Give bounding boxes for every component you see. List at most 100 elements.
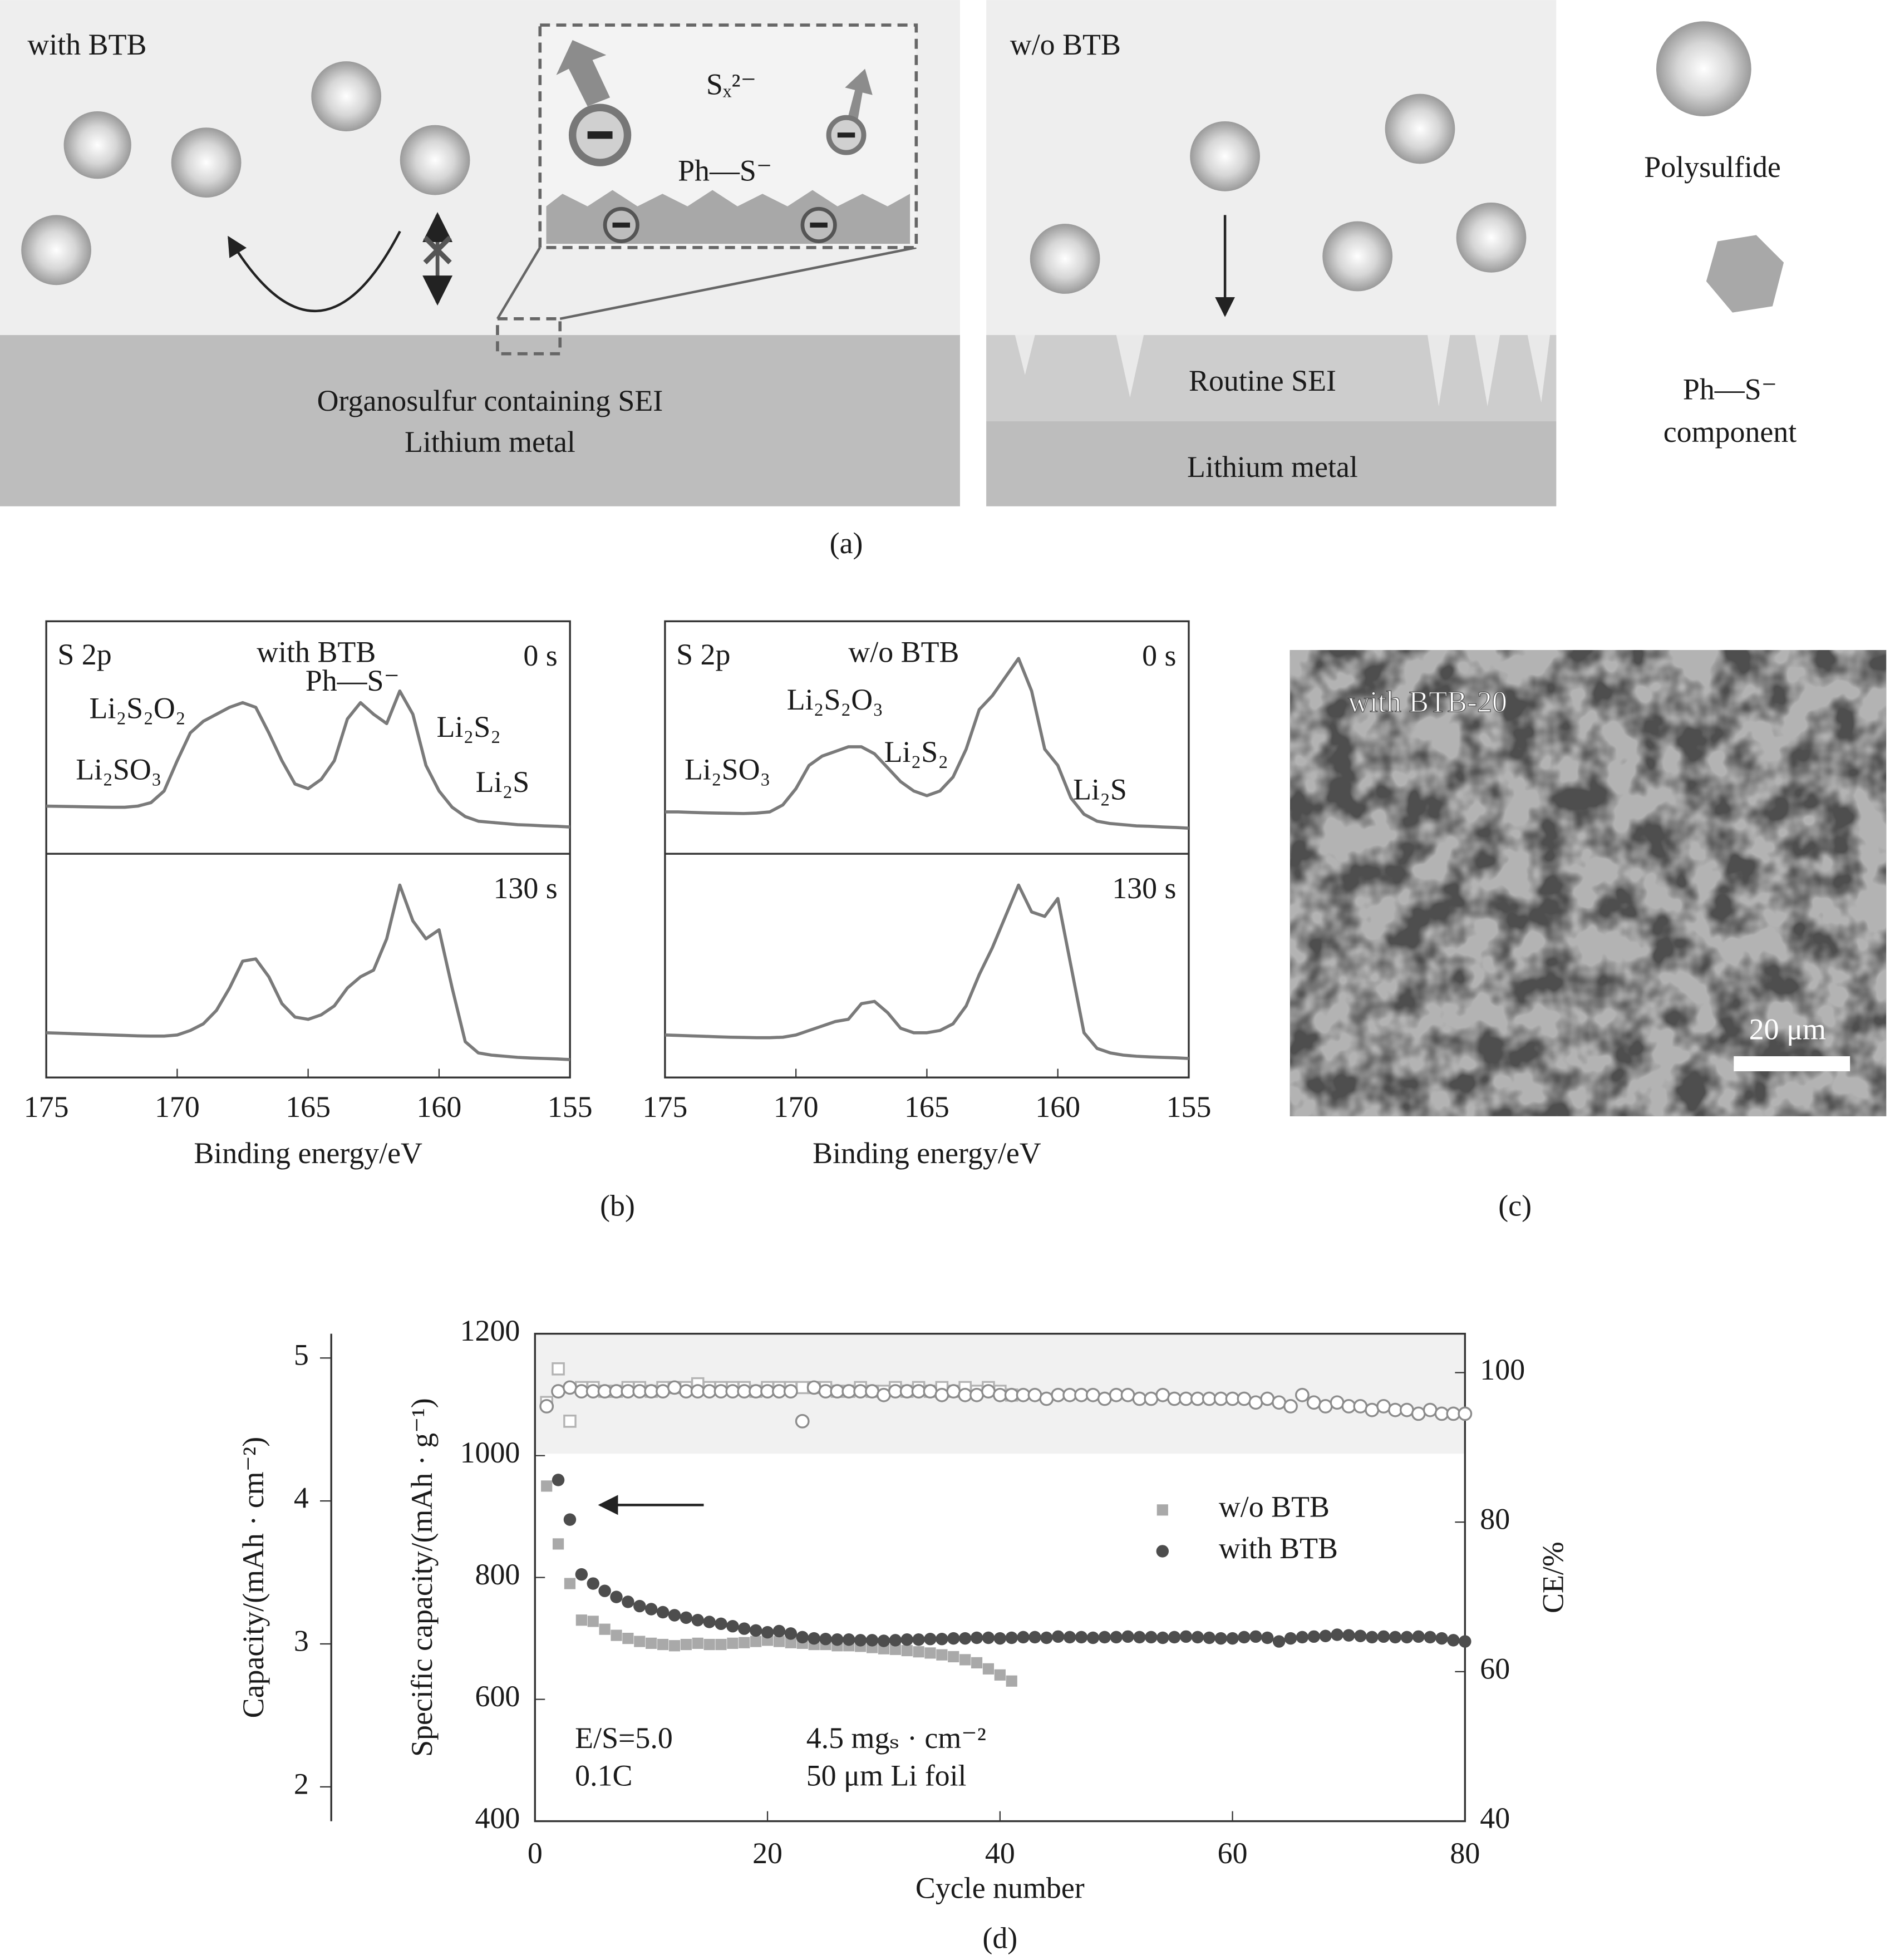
data-point: [597, 1384, 612, 1398]
y-axis-label: Specific capacity/(mAh · g⁻¹): [405, 1398, 439, 1757]
spectrum-label: S 2p: [676, 638, 730, 671]
annotation: 50 μm Li foil: [806, 1759, 967, 1792]
series-label: 130 s: [1112, 871, 1176, 905]
data-point: [773, 1636, 785, 1647]
peak-label: Li₂S₂: [884, 735, 948, 769]
data-point: [1446, 1406, 1461, 1421]
y2-axis-label: CE/%: [1537, 1542, 1570, 1613]
data-point: [539, 1399, 554, 1414]
data-point: [785, 1637, 796, 1648]
data-point: [691, 1614, 704, 1627]
y3-tick-label: 5: [294, 1338, 309, 1372]
data-point: [853, 1384, 868, 1398]
data-point: [971, 1657, 983, 1669]
data-point: [969, 1387, 984, 1402]
data-point: [865, 1384, 879, 1398]
data-point: [1098, 1631, 1111, 1644]
data-point: [563, 1513, 577, 1526]
data-point: [1331, 1628, 1343, 1641]
metal-label: Lithium metal: [405, 425, 575, 459]
peak-label: Li₂S₂O₂: [89, 691, 185, 725]
spectrum-line: [46, 689, 570, 829]
data-point: [912, 1633, 925, 1646]
x-axis-label: Cycle number: [916, 1872, 1085, 1905]
metal-label: Lithium metal: [1187, 450, 1358, 484]
data-point: [564, 1578, 576, 1589]
x-tick-label: 175: [24, 1090, 69, 1124]
data-point: [958, 1387, 973, 1402]
x-tick-label: 155: [1167, 1090, 1212, 1124]
data-point: [946, 1384, 961, 1398]
peak-label: Ph—S⁻: [306, 664, 400, 697]
x-tick-label: 40: [985, 1836, 1015, 1870]
data-point: [1248, 1395, 1263, 1410]
data-point: [657, 1638, 669, 1651]
data-point: [678, 1384, 693, 1398]
data-point: [1191, 1631, 1204, 1644]
data-point: [1283, 1399, 1298, 1414]
peak-label: Li₂S: [1073, 772, 1127, 806]
data-point: [575, 1568, 588, 1581]
data-point: [1052, 1630, 1065, 1643]
data-point: [772, 1384, 786, 1398]
data-point: [715, 1617, 727, 1631]
data-point: [1121, 1630, 1134, 1643]
data-point: [1016, 1387, 1031, 1402]
data-point: [644, 1603, 658, 1616]
data-point: [599, 1623, 611, 1635]
data-point: [1202, 1391, 1217, 1406]
series-label: 130 s: [493, 871, 557, 905]
data-point: [680, 1638, 692, 1651]
data-point: [713, 1384, 729, 1398]
data-point: [796, 1631, 809, 1644]
data-point: [725, 1384, 740, 1398]
data-point: [726, 1619, 739, 1633]
surface-label: Ph—S⁻: [678, 154, 772, 188]
data-point: [1458, 1406, 1473, 1421]
chart-title: w/o BTB: [848, 635, 959, 668]
data-point: [1459, 1635, 1471, 1648]
data-point: [982, 1631, 995, 1644]
y-tick-label: 800: [475, 1558, 520, 1591]
data-point: [1051, 1387, 1066, 1402]
data-point: [831, 1633, 844, 1646]
data-point: [1353, 1399, 1368, 1414]
data-point: [924, 1632, 937, 1646]
data-point: [1063, 1631, 1076, 1644]
x-tick-label: 170: [155, 1090, 200, 1124]
data-point: [1435, 1632, 1448, 1645]
data-point: [1261, 1631, 1274, 1644]
legend-marker: [1156, 1545, 1169, 1558]
data-point: [888, 1384, 903, 1398]
data-point: [1307, 1630, 1321, 1643]
x-tick-label: 175: [642, 1090, 687, 1124]
data-point: [1005, 1631, 1018, 1644]
data-point: [934, 1387, 949, 1402]
label-wo-btb: w/o BTB: [1010, 28, 1121, 61]
data-point: [1132, 1391, 1147, 1406]
data-point: [761, 1626, 774, 1639]
data-point: [1145, 1631, 1158, 1644]
panel-c: with BTB-20 20 μm (c): [1289, 650, 1887, 1222]
y-tick-label: 1000: [460, 1436, 520, 1469]
data-point: [783, 1384, 798, 1398]
data-point: [598, 1584, 611, 1597]
scale-bar: [1734, 1056, 1850, 1071]
data-point: [1110, 1631, 1123, 1644]
x-tick-label: 165: [904, 1090, 949, 1124]
data-point: [784, 1627, 798, 1640]
series-label: 0 s: [1142, 639, 1176, 672]
data-point: [1225, 1391, 1240, 1406]
data-point: [646, 1637, 657, 1649]
data-point: [749, 1384, 764, 1398]
spectrum-label: S 2p: [57, 638, 111, 671]
annotation: 4.5 mgₛ · cm⁻²: [806, 1721, 986, 1755]
panel-a: with BTB Sₓ²⁻ Ph—S⁻ Organosulfur contain…: [0, 0, 1797, 560]
sei-left: [0, 335, 960, 506]
data-point: [690, 1384, 705, 1398]
data-point: [819, 1632, 832, 1646]
scale-bar-label: 20 μm: [1749, 1013, 1826, 1046]
data-point: [936, 1649, 948, 1661]
data-point: [563, 1380, 577, 1395]
